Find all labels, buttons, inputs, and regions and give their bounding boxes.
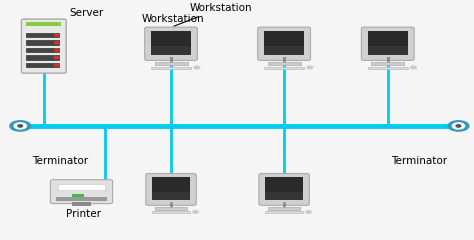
FancyBboxPatch shape	[361, 27, 414, 60]
Bar	[264, 31, 304, 55]
Circle shape	[452, 123, 465, 129]
Bar	[151, 31, 191, 55]
FancyBboxPatch shape	[146, 174, 196, 205]
Bar	[265, 211, 303, 213]
FancyBboxPatch shape	[259, 174, 310, 205]
Bar	[151, 66, 191, 69]
Circle shape	[14, 123, 27, 129]
Text: Printer: Printer	[66, 209, 101, 219]
FancyBboxPatch shape	[145, 27, 197, 60]
Bar	[152, 211, 190, 213]
Bar	[26, 41, 59, 45]
Circle shape	[306, 211, 311, 213]
Bar	[368, 31, 408, 55]
Circle shape	[18, 125, 23, 127]
Circle shape	[55, 56, 59, 59]
Bar	[152, 177, 190, 200]
Circle shape	[448, 121, 469, 131]
Bar	[26, 22, 62, 26]
Bar	[26, 55, 59, 60]
FancyBboxPatch shape	[21, 19, 66, 73]
Circle shape	[10, 121, 31, 131]
Bar	[268, 207, 300, 210]
Bar	[58, 184, 105, 190]
Circle shape	[307, 66, 313, 69]
Bar	[26, 48, 59, 52]
Bar	[264, 66, 304, 69]
Bar	[55, 197, 108, 201]
Bar	[151, 46, 191, 55]
Bar	[265, 192, 303, 200]
Circle shape	[456, 125, 461, 127]
Circle shape	[55, 49, 59, 51]
Circle shape	[194, 66, 200, 69]
FancyBboxPatch shape	[258, 27, 310, 60]
Circle shape	[193, 211, 198, 213]
Bar	[155, 62, 188, 65]
Bar	[26, 63, 59, 67]
Bar	[371, 62, 404, 65]
FancyBboxPatch shape	[50, 180, 113, 204]
Bar	[152, 192, 190, 200]
Text: Terminator: Terminator	[391, 156, 447, 167]
Bar	[368, 46, 408, 55]
Bar	[26, 33, 59, 37]
Bar	[268, 62, 301, 65]
Bar	[264, 46, 304, 55]
Text: Server: Server	[70, 8, 104, 18]
Bar	[155, 207, 187, 210]
Circle shape	[55, 64, 59, 66]
Circle shape	[55, 34, 59, 36]
Bar	[265, 177, 303, 200]
Text: Workstation: Workstation	[142, 14, 205, 24]
Bar	[72, 194, 84, 197]
Circle shape	[55, 42, 59, 44]
Text: Terminator: Terminator	[32, 156, 88, 167]
Circle shape	[410, 66, 416, 69]
Bar	[72, 202, 91, 206]
Bar	[368, 66, 408, 69]
Text: Workstation: Workstation	[173, 3, 253, 26]
